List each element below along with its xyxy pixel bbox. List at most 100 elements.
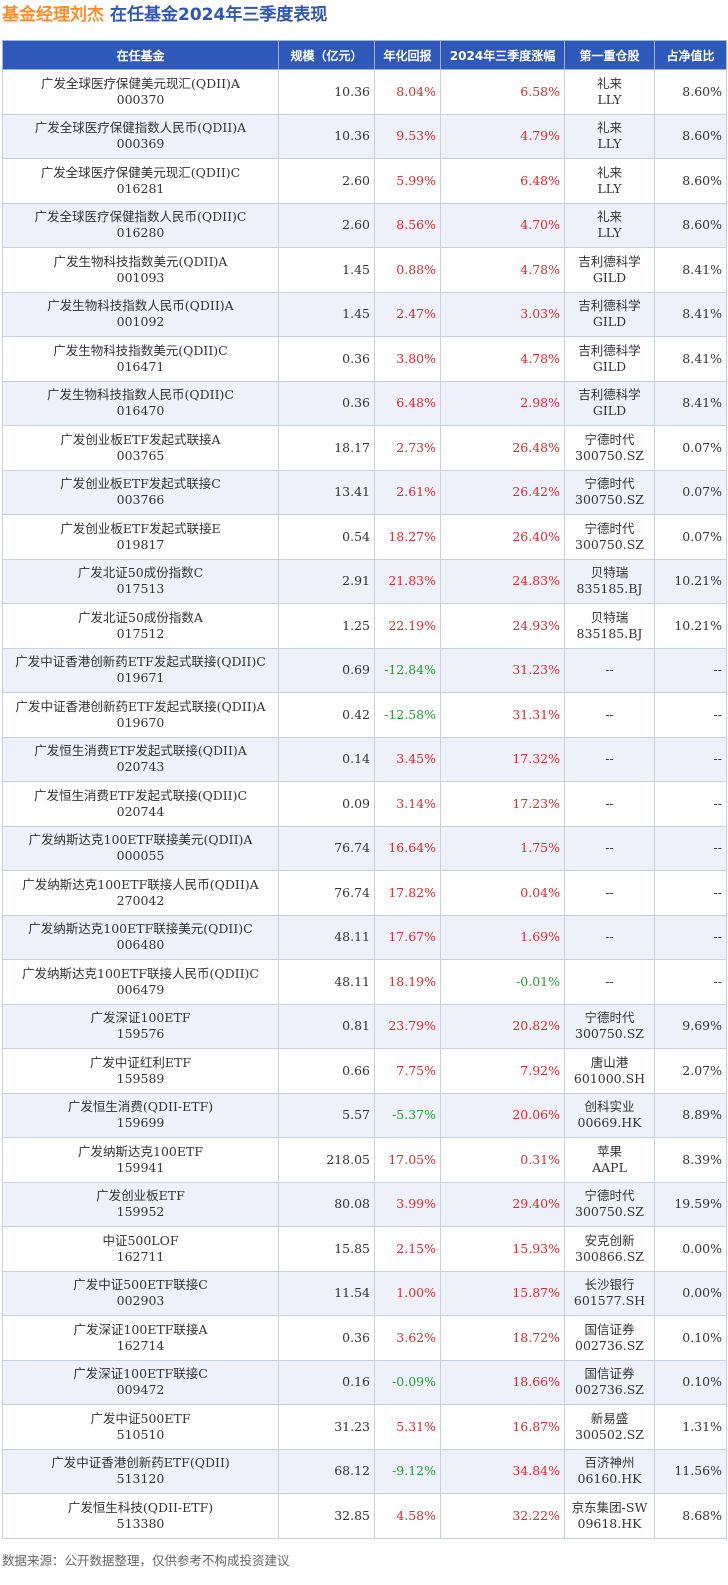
fund-cell: 广发纳斯达克100ETF联接美元(QDII)A 000055 <box>2 825 279 871</box>
top-holding-cell: 国信证券 002736.SZ <box>564 1359 655 1405</box>
holding-name: -- <box>605 751 614 767</box>
holding-ticker: GILD <box>592 403 627 419</box>
fund-size: 0.66 <box>278 1048 375 1094</box>
top-holding-cell: 长沙银行 601577.SH <box>564 1270 655 1316</box>
fund-name: 广发恒生科技(QDII-ETF) <box>67 1499 214 1515</box>
fund-name: 广发生物科技指数美元(QDII)A <box>53 253 228 269</box>
q3-change: 6.48% <box>440 158 565 204</box>
fund-cell: 广发恒生科技(QDII-ETF) 513380 <box>2 1493 279 1539</box>
top-holding-cell: -- <box>564 914 655 960</box>
table-row: 广发中证500ETF 510510 31.23 5.31% 16.87% 新易盛 30050… <box>2 1404 727 1450</box>
holding-name: -- <box>605 929 614 945</box>
fund-size: 5.57 <box>278 1092 375 1138</box>
fund-size: 0.36 <box>278 1315 375 1361</box>
table-row: 广发纳斯达克100ETF联接美元(QDII)A 000055 76.74 16.64%… <box>2 825 727 871</box>
holding-ticker: 835185.BJ <box>576 625 643 641</box>
fund-name: 广发中证香港创新药ETF(QDII) <box>51 1455 230 1471</box>
fund-code: 017513 <box>116 581 165 597</box>
q3-change: 1.75% <box>440 825 565 871</box>
holding-name: 贝特瑞 <box>590 609 629 625</box>
q3-change: 31.31% <box>440 692 565 738</box>
q3-change: 24.93% <box>440 603 565 649</box>
annual-return: 2.47% <box>374 291 441 337</box>
holding-ticker: LLY <box>597 136 622 152</box>
table-row: 广发全球医疗保健指数人民币(QDII)A 000369 10.36 9.53% 4.79… <box>2 113 727 159</box>
holding-ticker: 601000.SH <box>573 1070 646 1086</box>
fund-size: 2.60 <box>278 202 375 248</box>
fund-size: 218.05 <box>278 1137 375 1183</box>
fund-size: 15.85 <box>278 1226 375 1272</box>
fund-cell: 广发全球医疗保健美元现汇(QDII)A 000370 <box>2 69 279 115</box>
fund-size: 80.08 <box>278 1181 375 1227</box>
holding-ratio: 0.00% <box>654 1226 727 1272</box>
fund-cell: 广发中证500ETF联接C 002903 <box>2 1270 279 1316</box>
q3-change: 29.40% <box>440 1181 565 1227</box>
top-holding-cell: 吉利德科学 GILD <box>564 380 655 426</box>
q3-change: 0.04% <box>440 870 565 916</box>
annual-return: 2.73% <box>374 425 441 471</box>
fund-cell: 广发恒生消费(QDII-ETF) 159699 <box>2 1092 279 1138</box>
holding-ratio: 8.60% <box>654 158 727 204</box>
holding-ticker: 300750.SZ <box>575 447 644 463</box>
table-row: 广发全球医疗保健美元现汇(QDII)C 016281 2.60 5.99% 6.48% 礼… <box>2 158 727 204</box>
table-row: 广发深证100ETF 159576 0.81 23.79% 20.82% 宁德时代 3007… <box>2 1003 727 1049</box>
q3-change: 15.87% <box>440 1270 565 1316</box>
fund-name: 广发恒生消费(QDII-ETF) <box>67 1099 214 1115</box>
fund-name: 广发创业板ETF发起式联接E <box>60 520 221 536</box>
q3-change: 16.87% <box>440 1404 565 1450</box>
fund-size: 1.25 <box>278 603 375 649</box>
holding-ratio: 9.69% <box>654 1003 727 1049</box>
fund-size: 0.69 <box>278 647 375 693</box>
col-header-ratio: 占净值比 <box>654 40 727 70</box>
top-holding-cell: 礼来 LLY <box>564 113 655 159</box>
top-holding-cell: 吉利德科学 GILD <box>564 336 655 382</box>
fund-code: 159941 <box>116 1159 165 1175</box>
holding-ratio: 0.07% <box>654 514 727 560</box>
top-holding-cell: 宁德时代 300750.SZ <box>564 469 655 515</box>
fund-name: 中证500LOF <box>102 1232 179 1248</box>
holding-ratio: -- <box>654 870 727 916</box>
holding-ticker: 002736.SZ <box>575 1337 644 1353</box>
holding-ratio: 0.10% <box>654 1315 727 1361</box>
fund-cell: 广发纳斯达克100ETF联接人民币(QDII)A 270042 <box>2 870 279 916</box>
fund-code: 001092 <box>116 314 165 330</box>
holding-name: 新易盛 <box>590 1410 629 1426</box>
fund-size: 0.14 <box>278 736 375 782</box>
annual-return: 4.58% <box>374 1493 441 1539</box>
table-row: 广发中证香港创新药ETF发起式联接(QDII)C 019671 0.69 -12.84… <box>2 647 727 693</box>
q3-change: 17.32% <box>440 736 565 782</box>
fund-cell: 广发全球医疗保健指数人民币(QDII)C 016280 <box>2 202 279 248</box>
q3-change: -0.01% <box>440 959 565 1005</box>
fund-cell: 广发创业板ETF发起式联接E 019817 <box>2 514 279 560</box>
fund-cell: 广发纳斯达克100ETF 159941 <box>2 1137 279 1183</box>
fund-code: 016280 <box>116 225 165 241</box>
fund-name: 广发中证红利ETF <box>89 1054 192 1070</box>
fund-name: 广发中证500ETF联接C <box>73 1277 208 1293</box>
holding-name: 宁德时代 <box>584 1188 635 1204</box>
q3-change: 18.72% <box>440 1315 565 1361</box>
table-row: 广发创业板ETF 159952 80.08 3.99% 29.40% 宁德时代 300750… <box>2 1181 727 1227</box>
top-holding-cell: -- <box>564 781 655 827</box>
table-row: 广发纳斯达克100ETF联接人民币(QDII)A 270042 76.74 17.82… <box>2 870 727 916</box>
holding-ticker: 06160.HK <box>577 1471 642 1487</box>
table-row: 广发全球医疗保健美元现汇(QDII)A 000370 10.36 8.04% 6.58%… <box>2 69 727 115</box>
top-holding-cell: -- <box>564 647 655 693</box>
annual-return: 17.05% <box>374 1137 441 1183</box>
q3-change: 20.06% <box>440 1092 565 1138</box>
col-header-annual: 年化回报 <box>374 40 441 70</box>
holding-ticker: LLY <box>597 91 622 107</box>
col-header-top-holding: 第一重仓股 <box>564 40 655 70</box>
top-holding-cell: 安克创新 300866.SZ <box>564 1226 655 1272</box>
fund-name: 广发恒生消费ETF发起式联接(QDII)C <box>33 787 248 803</box>
holding-ratio: 8.60% <box>654 202 727 248</box>
top-holding-cell: 礼来 LLY <box>564 158 655 204</box>
annual-return: 3.99% <box>374 1181 441 1227</box>
table-row: 广发生物科技指数人民币(QDII)C 016470 0.36 6.48% 2.98% 吉利… <box>2 380 727 426</box>
fund-code: 019671 <box>116 670 165 686</box>
top-holding-cell: 京东集团-SW 09618.HK <box>564 1493 655 1539</box>
holding-name: 吉利德科学 <box>578 253 641 269</box>
holding-ticker: 002736.SZ <box>575 1382 644 1398</box>
fund-name: 广发中证500ETF <box>90 1410 191 1426</box>
table-row: 广发北证50成份指数C 017513 2.91 21.83% 24.83% 贝特瑞 8351… <box>2 558 727 604</box>
holding-ratio: -- <box>654 647 727 693</box>
